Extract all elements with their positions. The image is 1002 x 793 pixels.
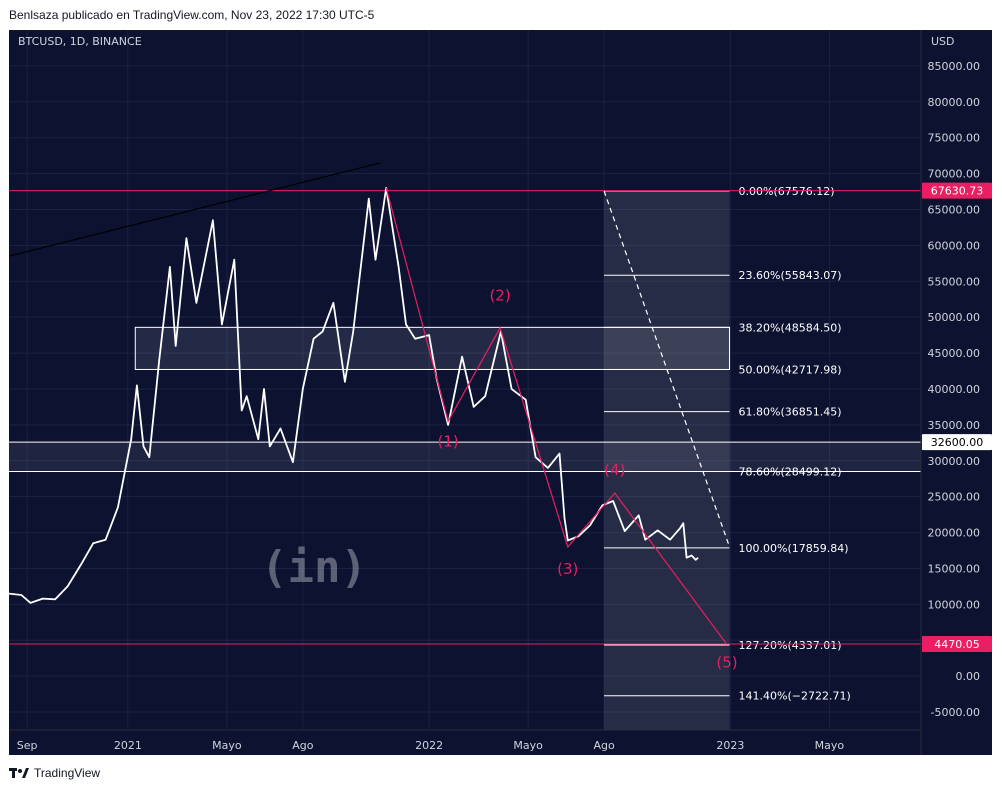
y-tick-label: 10000.00 — [928, 598, 981, 611]
x-tick-label: 2022 — [415, 739, 443, 752]
tradingview-logo-icon — [9, 768, 29, 778]
y-tick-label: 40000.00 — [928, 383, 981, 396]
symbol-label: BTCUSD, 1D, BINANCE — [18, 35, 142, 48]
wave-label: (1) — [437, 432, 458, 450]
fib-levels: 0.00%(67576.12) 23.60%(55843.07) 38.20%(48… — [604, 185, 851, 703]
trend-line — [9, 162, 381, 257]
horizontal-lines — [9, 190, 921, 645]
fib-level-label: 23.60%(55843.07) — [739, 269, 842, 282]
elliott-wave-path — [385, 187, 728, 645]
y-tick-label: 60000.00 — [928, 239, 981, 252]
x-tick-label: Ago — [292, 739, 314, 752]
beincrypto-logo-icon: (in) — [261, 542, 367, 593]
wave-label: (2) — [489, 287, 510, 305]
y-tick-label: 35000.00 — [928, 419, 981, 432]
wave-label: (3) — [557, 560, 578, 578]
x-tick-label: Sep — [17, 739, 38, 752]
y-tick-label: 70000.00 — [928, 168, 981, 181]
fib-level-label: 61.80%(36851.45) — [739, 406, 842, 419]
fib-level-label: 127.20%(4337.01) — [739, 639, 842, 652]
y-tick-label: 50000.00 — [928, 311, 981, 324]
y-tick-label: -5000.00 — [931, 706, 980, 719]
y-tick-label: 65000.00 — [928, 203, 981, 216]
price-badges: 67630.73 32600.00 4470.05 — [922, 182, 992, 653]
x-tick-label: Mayo — [212, 739, 242, 752]
fib-level-label: 0.00%(67576.12) — [739, 185, 835, 198]
y-tick-label: 85000.00 — [928, 60, 981, 73]
y-tick-label: 0.00 — [956, 670, 981, 683]
x-axis-ticks: Sep 2021 Mayo Ago 2022 Mayo Ago 2023 Mayo — [17, 739, 845, 752]
y-tick-label: 15000.00 — [928, 562, 981, 575]
currency-label: USD — [931, 35, 955, 48]
attribution-text: Benlsaza publicado en TradingView.com, N… — [9, 8, 375, 22]
x-tick-label: Mayo — [513, 739, 543, 752]
y-tick-label: 80000.00 — [928, 96, 981, 109]
price-badge-label: 4470.05 — [934, 638, 980, 651]
wave-labels: (1) (2) (3) (4) (5) — [437, 287, 737, 672]
y-tick-label: 45000.00 — [928, 347, 981, 360]
price-badge-bg — [922, 434, 992, 451]
price-series-line — [9, 186, 699, 604]
support-band — [9, 442, 921, 472]
y-tick-label: 30000.00 — [928, 455, 981, 468]
price-badge-label: 32600.00 — [931, 436, 984, 449]
x-tick-label: 2021 — [114, 739, 142, 752]
x-tick-label: 2023 — [716, 739, 744, 752]
x-tick-label: Mayo — [815, 739, 845, 752]
fib-level-label: 50.00%(42717.98) — [739, 363, 842, 376]
y-tick-label: 55000.00 — [928, 275, 981, 288]
price-badge-bg — [922, 182, 992, 199]
price-chart[interactable]: 0.00%(67576.12) 23.60%(55843.07) 38.20%(48… — [9, 30, 992, 755]
y-tick-label: 75000.00 — [928, 132, 981, 145]
grid-lines — [9, 30, 921, 730]
y-axis-ticks: 85000.00 80000.00 75000.00 70000.00 65000.00… — [928, 60, 981, 719]
price-badge-label: 67630.73 — [931, 185, 984, 198]
fib-level-label: 141.40%(−2722.71) — [739, 690, 851, 703]
chart-panel[interactable]: 0.00%(67576.12) 23.60%(55843.07) 38.20%(48… — [9, 30, 992, 755]
footer-brand: TradingView — [9, 766, 100, 780]
price-badge-bg — [922, 636, 992, 653]
fib-retracement-zone — [604, 190, 730, 731]
tradingview-brand-text: TradingView — [34, 766, 101, 780]
y-tick-label: 20000.00 — [928, 527, 981, 540]
fib-level-label: 100.00%(17859.84) — [739, 542, 849, 555]
x-tick-label: Ago — [593, 739, 615, 752]
wave-label: (4) — [604, 461, 625, 479]
fib-level-label: 38.20%(48584.50) — [739, 321, 842, 334]
y-tick-label: 25000.00 — [928, 491, 981, 504]
wave-label: (5) — [716, 654, 737, 672]
